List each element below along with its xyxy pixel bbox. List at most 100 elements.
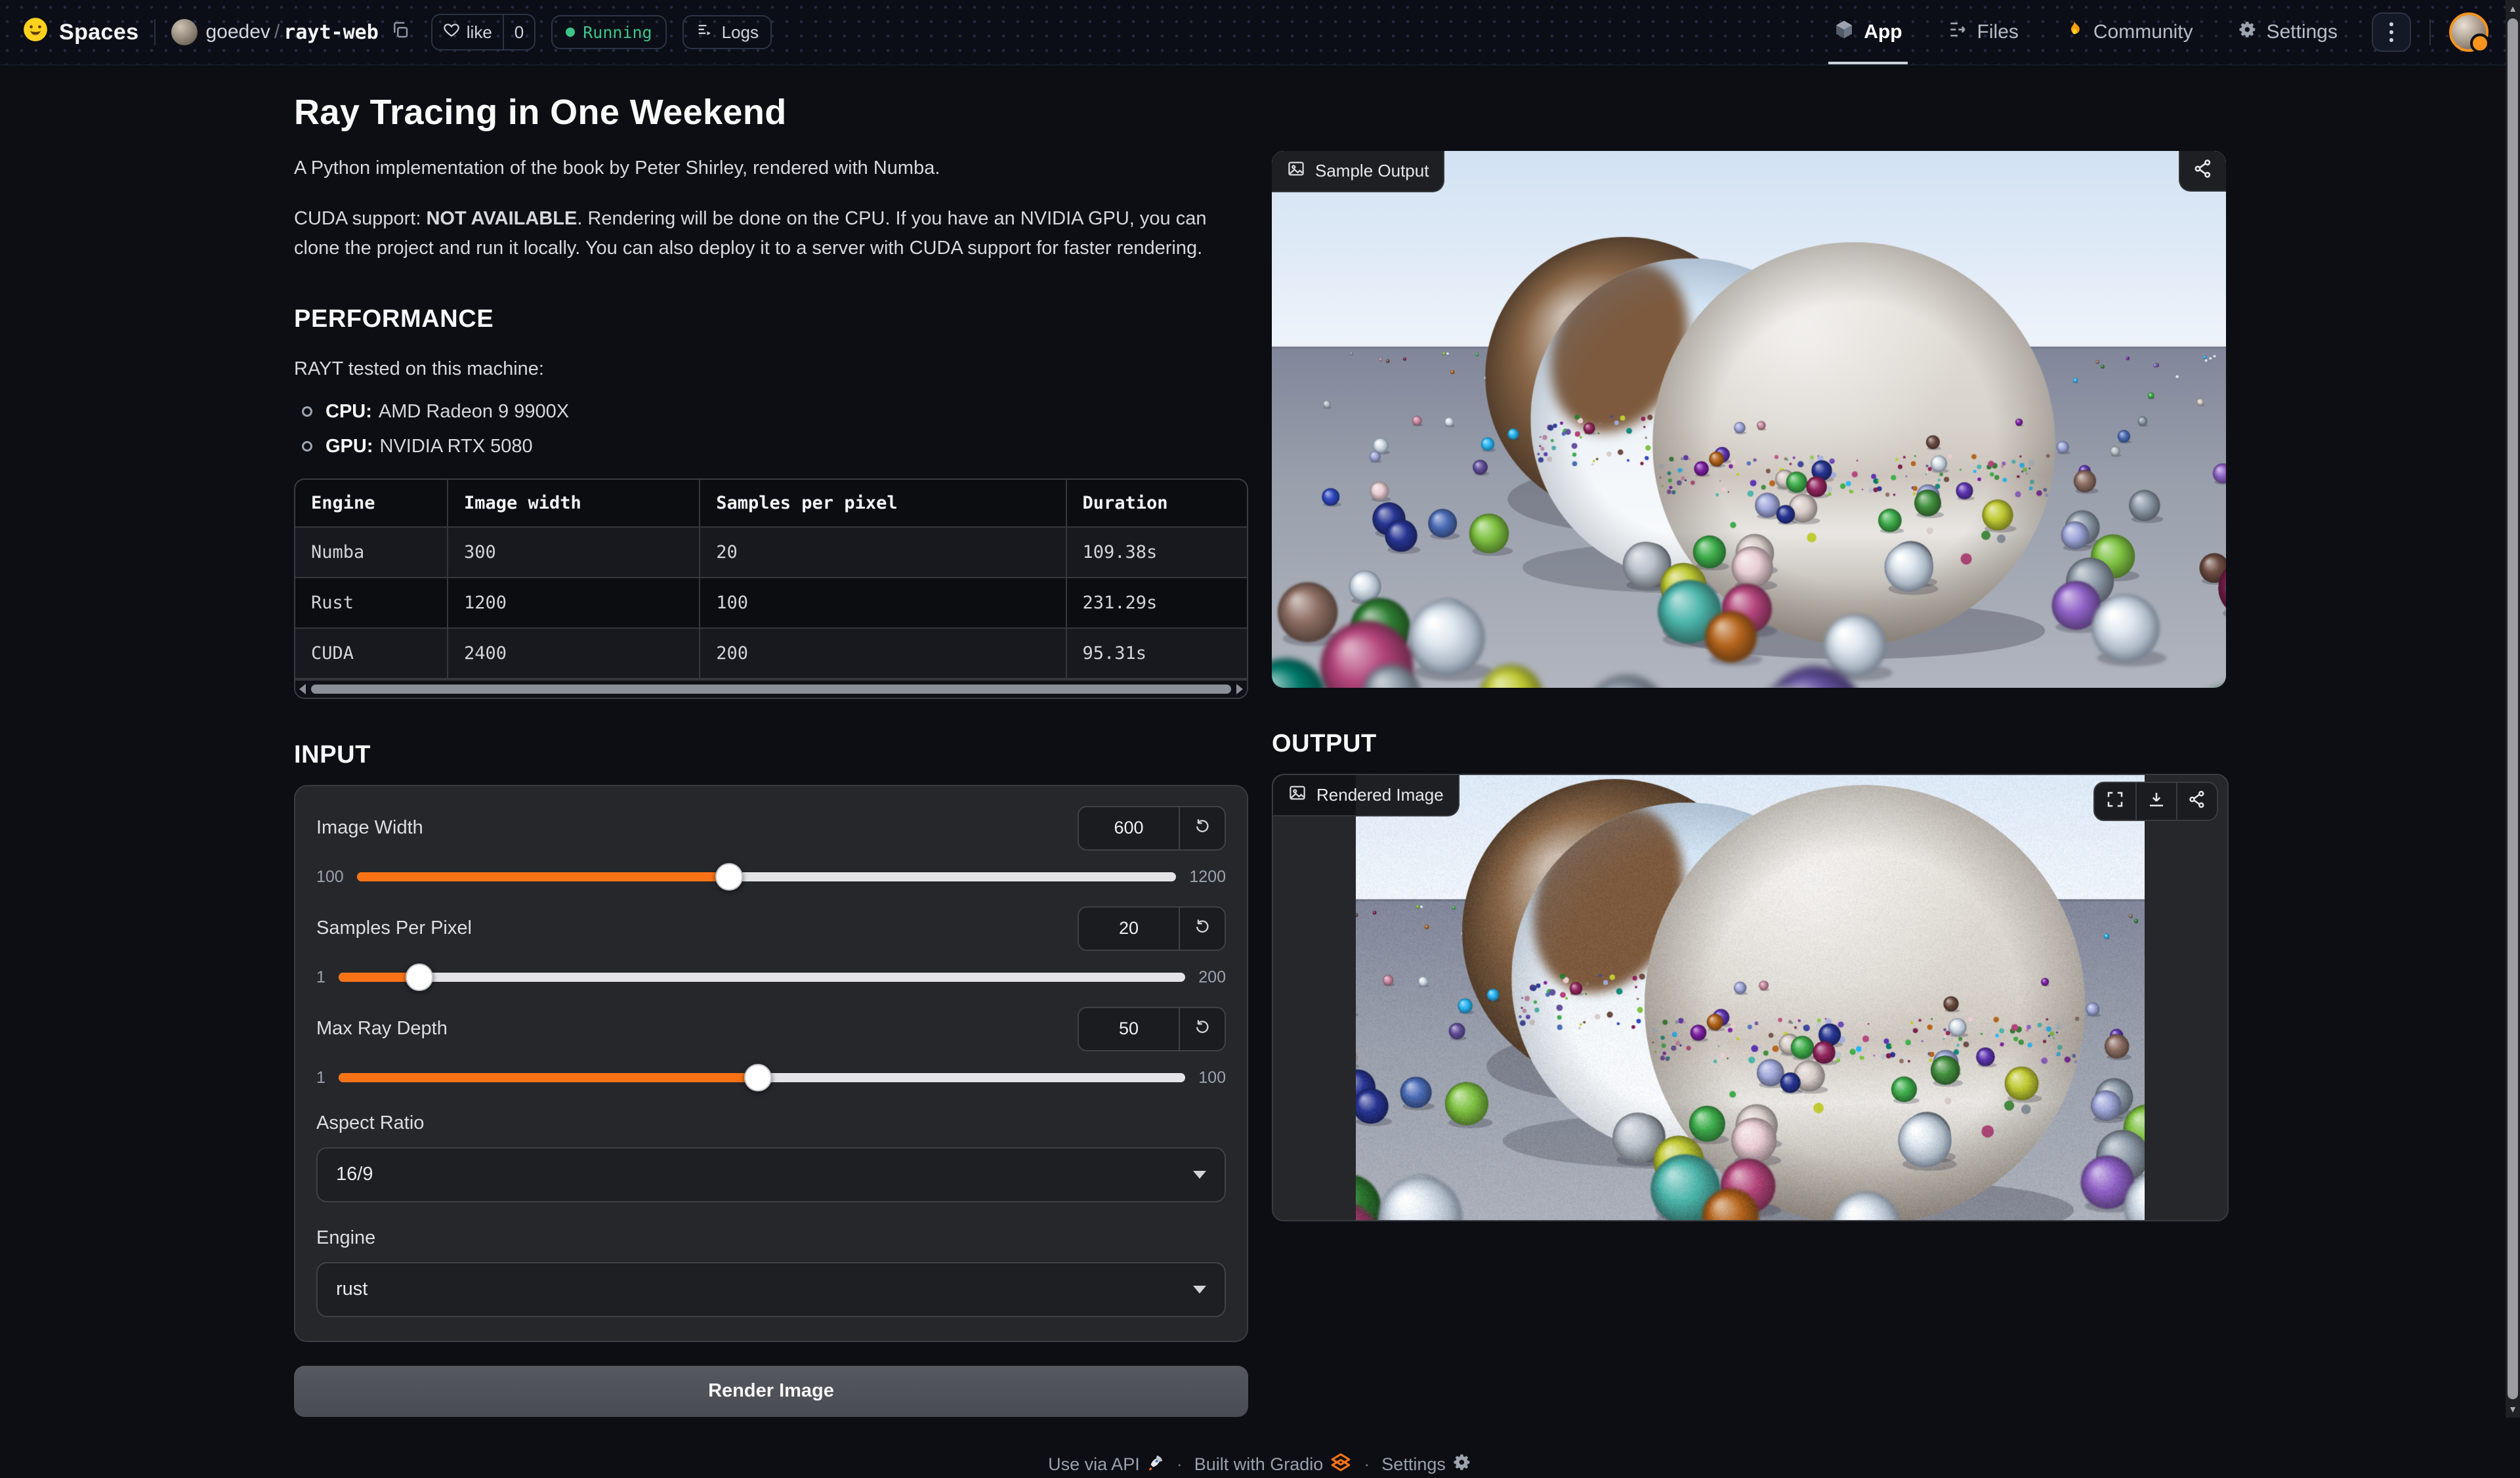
engine-dropdown[interactable]: rust: [316, 1261, 1226, 1317]
footer-separator: ·: [1364, 1454, 1370, 1474]
sample-output-figure[interactable]: Sample Output: [1272, 151, 2226, 688]
sample-output-badge: Sample Output: [1272, 151, 1445, 192]
samples-per-pixel-reset-button[interactable]: [1179, 907, 1225, 950]
performance-table: Engine Image width Samples per pixel Durati…: [295, 479, 1247, 679]
rendered-image-badge: Rendered Image: [1273, 775, 1460, 816]
table-cell: 95.31s: [1065, 627, 1247, 679]
list-item: CPU: AMD Radeon 9 9900X: [302, 401, 1248, 423]
tab-settings[interactable]: Settings: [2233, 0, 2343, 64]
left-column: Ray Tracing in One Weekend A Python impl…: [294, 66, 1248, 1417]
performance-heading: PERFORMANCE: [294, 305, 494, 333]
built-with-gradio-link[interactable]: Built with Gradio: [1194, 1451, 1353, 1478]
reset-icon: [1193, 1017, 1211, 1040]
machine-specs-list: CPU: AMD Radeon 9 9900X GPU: NVIDIA RTX 50…: [294, 401, 1248, 457]
rocket-icon: [1146, 1453, 1165, 1476]
scrollbar-thumb[interactable]: [311, 684, 1231, 694]
owner-link[interactable]: goedev: [205, 21, 270, 43]
gradio-footer: Use via API · Built with Gradio · Settin…: [0, 1451, 2520, 1478]
tab-app[interactable]: App: [1828, 0, 1908, 64]
samples-per-pixel-control: Samples Per Pixel 1 200: [316, 906, 1226, 992]
divider: [2429, 19, 2431, 45]
download-button[interactable]: [2135, 783, 2176, 820]
max-ray-depth-control: Max Ray Depth 1 100: [316, 1006, 1226, 1092]
max-ray-depth-reset-button[interactable]: [1179, 1007, 1225, 1050]
owner-avatar[interactable]: [171, 19, 198, 45]
table-cell: 100: [699, 576, 1067, 629]
table-cell: 109.38s: [1065, 526, 1247, 578]
like-count[interactable]: 0: [502, 15, 534, 49]
samples-per-pixel-input[interactable]: [1079, 907, 1179, 950]
table-cell: 20: [699, 526, 1067, 578]
share-button[interactable]: [2176, 783, 2217, 820]
slider-min-label: 1: [316, 1068, 326, 1087]
like-button[interactable]: like: [432, 15, 503, 49]
copy-space-name-button[interactable]: [388, 18, 413, 47]
copy-icon: [390, 20, 410, 45]
share-button[interactable]: [2179, 151, 2226, 192]
status-label: Running: [583, 22, 652, 42]
space-name-link[interactable]: rayt-web: [284, 20, 379, 44]
table-cell: CUDA: [295, 627, 448, 679]
footer-separator: ·: [1176, 1454, 1183, 1474]
table-cell: Numba: [295, 526, 448, 578]
settings-gear-icon: [2238, 20, 2258, 45]
output-heading: OUTPUT: [1272, 730, 1377, 757]
table-row: Numba 300 20 109.38s: [295, 526, 1247, 578]
aspect-ratio-dropdown[interactable]: 16/9: [316, 1147, 1226, 1202]
image-icon: [1288, 783, 1307, 807]
engine-label: Engine: [316, 1227, 376, 1248]
spaces-home-link[interactable]: Spaces: [21, 15, 138, 49]
tab-files[interactable]: Files: [1942, 0, 2024, 64]
page-scrollbar[interactable]: ▲ ▼: [2506, 0, 2520, 1418]
slider-handle[interactable]: [406, 963, 434, 992]
max-ray-depth-slider[interactable]: [338, 1064, 1186, 1092]
scroll-down-arrow-icon[interactable]: ▼: [2508, 1404, 2517, 1414]
user-avatar[interactable]: [2449, 12, 2490, 53]
slider-min-label: 100: [316, 867, 344, 886]
gradio-logo-icon: [1330, 1451, 1352, 1478]
max-ray-depth-input[interactable]: [1079, 1007, 1179, 1050]
slider-handle[interactable]: [744, 1064, 772, 1092]
cuda-status-bold: NOT AVAILABLE: [426, 207, 578, 229]
gradio-app: Ray Tracing in One Weekend A Python impl…: [0, 66, 2520, 1478]
share-icon: [2187, 790, 2207, 814]
fullscreen-button[interactable]: [2095, 783, 2135, 820]
table-header-cell: Samples per pixel: [699, 479, 1067, 528]
footer-settings-link[interactable]: Settings: [1381, 1452, 1472, 1477]
table-cell: 200: [699, 627, 1067, 679]
like-label: like: [466, 22, 492, 42]
input-panel: Image Width 100 1200: [294, 784, 1248, 1342]
aspect-ratio-control: Aspect Ratio 16/9: [316, 1107, 1226, 1202]
image-width-reset-button[interactable]: [1179, 807, 1225, 849]
sample-output-image[interactable]: [1272, 151, 2226, 688]
rendered-image[interactable]: [1356, 775, 2145, 1220]
more-options-button[interactable]: [2372, 12, 2411, 52]
render-image-button[interactable]: Render Image: [294, 1365, 1248, 1417]
like-group: like 0: [430, 14, 536, 51]
logs-icon: [696, 21, 714, 44]
logs-button[interactable]: Logs: [682, 15, 772, 49]
slider-min-label: 1: [316, 967, 326, 986]
app-cube-icon: [1834, 19, 1855, 45]
table-horizontal-scrollbar[interactable]: [295, 679, 1247, 698]
table-cell: Rust: [295, 576, 448, 629]
scroll-right-arrow-icon[interactable]: [1236, 683, 1243, 694]
intro-paragraph: A Python implementation of the book by P…: [294, 158, 940, 179]
aspect-ratio-value: 16/9: [336, 1164, 373, 1185]
slider-handle[interactable]: [715, 863, 744, 891]
scroll-left-arrow-icon[interactable]: [299, 683, 306, 694]
image-width-slider[interactable]: [356, 863, 1177, 891]
page-scrollbar-thumb[interactable]: [2508, 18, 2518, 1399]
use-via-api-link[interactable]: Use via API: [1048, 1453, 1165, 1476]
samples-per-pixel-slider[interactable]: [338, 963, 1186, 992]
reset-icon: [1193, 917, 1211, 940]
table-cell: 2400: [446, 627, 701, 679]
tab-app-label: App: [1864, 21, 1902, 43]
image-width-input[interactable]: [1079, 807, 1179, 849]
hf-navbar: Spaces goedev / rayt-web like 0 Running: [0, 0, 2520, 66]
tab-community[interactable]: Community: [2058, 0, 2198, 64]
status-badge[interactable]: Running: [551, 15, 667, 49]
tab-community-label: Community: [2093, 21, 2193, 43]
chevron-down-icon: [1193, 1170, 1206, 1179]
scroll-up-arrow-icon[interactable]: ▲: [2508, 3, 2517, 14]
